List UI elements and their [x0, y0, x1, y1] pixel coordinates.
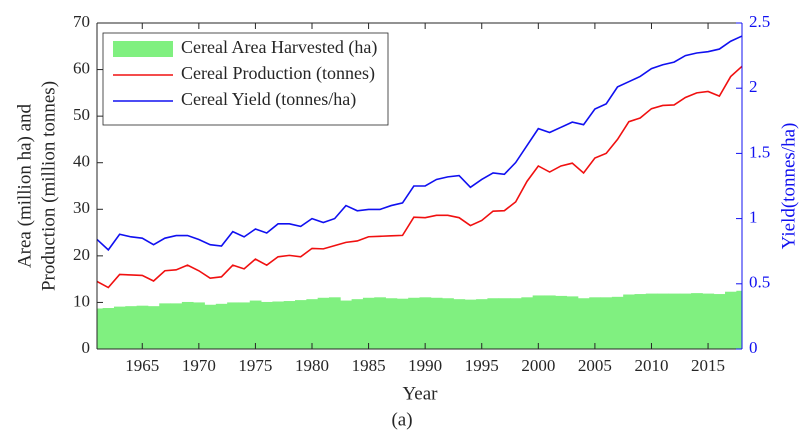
legend-swatch	[113, 41, 173, 57]
area-bar	[261, 301, 273, 349]
area-bar	[317, 297, 330, 349]
y-tick-label: 50	[73, 105, 90, 124]
y-tick-label: 70	[73, 12, 90, 31]
x-tick-label: 1965	[125, 356, 159, 375]
area-bar	[295, 300, 307, 349]
area-bar	[328, 297, 341, 349]
area-bar	[283, 301, 296, 349]
area-bar	[623, 294, 635, 349]
area-bar	[351, 299, 364, 349]
y-tick-label: 40	[73, 152, 90, 171]
x-axis-label: Year	[402, 383, 438, 404]
area-bar	[464, 299, 477, 349]
area-bar	[97, 308, 104, 349]
area-bar	[702, 293, 715, 349]
area-bar	[113, 306, 126, 349]
line	[97, 35, 742, 252]
area-bar	[272, 301, 285, 349]
y2-tick-label: 1	[749, 208, 758, 227]
y-tick-label: 0	[82, 338, 91, 357]
area-bar	[521, 297, 534, 349]
y-tick-label: 30	[73, 198, 90, 217]
area-bar	[725, 291, 737, 349]
x-tick-label: 2000	[521, 356, 555, 375]
area-bar	[340, 300, 353, 349]
x-tick-label: 2015	[691, 356, 725, 375]
y-axis-label: Area (million ha) and	[14, 103, 35, 268]
area-bar	[668, 293, 681, 349]
area-bar	[611, 296, 624, 349]
area-bar	[362, 297, 375, 349]
area-bar	[634, 294, 647, 349]
area-bar	[227, 302, 239, 349]
area-bar	[589, 297, 601, 349]
x-tick-label: 2005	[578, 356, 612, 375]
area-bar	[645, 293, 658, 349]
area-bar	[566, 296, 579, 349]
area-bar	[249, 300, 262, 349]
y-axis-label: Production (million tonnes)	[38, 81, 59, 291]
area-bar	[238, 302, 251, 349]
area-bar	[498, 298, 511, 349]
area-bar	[487, 298, 500, 349]
area-bar	[147, 306, 160, 349]
x-tick-label: 1990	[408, 356, 442, 375]
area-bar	[442, 298, 454, 349]
area-bar	[453, 299, 466, 349]
y2-tick-label: 2	[749, 77, 758, 96]
area-bar	[736, 290, 742, 349]
x-tick-label: 1985	[352, 356, 386, 375]
y2-tick-label: 0.5	[749, 273, 770, 292]
area-bar	[136, 305, 149, 349]
area-bar	[181, 301, 194, 349]
area-bar	[385, 298, 398, 349]
area-bar	[159, 303, 171, 349]
y-tick-label: 60	[73, 58, 90, 77]
x-tick-label: 1975	[238, 356, 272, 375]
area-bar	[306, 299, 319, 349]
area-bar	[430, 297, 443, 349]
area-bar	[691, 293, 703, 349]
caption: (a)	[391, 409, 412, 430]
x-tick-label: 2010	[634, 356, 668, 375]
legend-label: Cereal Yield (tonnes/ha)	[181, 89, 356, 110]
area-bar	[543, 295, 556, 349]
area-bar	[204, 304, 217, 349]
area-bar	[374, 297, 386, 349]
x-tick-label: 1980	[295, 356, 329, 375]
area-bar	[408, 297, 420, 349]
area-bar	[476, 299, 488, 349]
area-bar	[193, 302, 205, 349]
y2-tick-label: 1.5	[749, 142, 770, 161]
area-bar	[125, 306, 138, 349]
area-bar	[419, 297, 432, 349]
area-bar	[396, 298, 409, 349]
legend-label: Cereal Area Harvested (ha)	[181, 37, 377, 58]
y2-tick-label: 0	[749, 338, 758, 357]
area-bar	[215, 303, 228, 349]
area-bar	[713, 294, 726, 349]
x-tick-label: 1995	[465, 356, 499, 375]
line	[97, 65, 742, 289]
area-bar	[679, 293, 692, 349]
y2-axis-label: Yield(tonnes/ha)	[778, 123, 799, 250]
y2-tick-label: 2.5	[749, 12, 770, 31]
area-bar	[532, 295, 545, 349]
area-bar	[102, 308, 115, 349]
area-bar	[600, 297, 613, 349]
area-bar	[170, 303, 183, 349]
x-tick-label: 1970	[182, 356, 216, 375]
area-bar	[510, 298, 522, 349]
y-tick-label: 10	[73, 291, 90, 310]
area-bar	[657, 293, 669, 349]
area-bar	[577, 298, 590, 349]
area-bar	[555, 295, 568, 349]
legend-label: Cereal Production (tonnes)	[181, 63, 375, 84]
y-tick-label: 20	[73, 245, 90, 264]
